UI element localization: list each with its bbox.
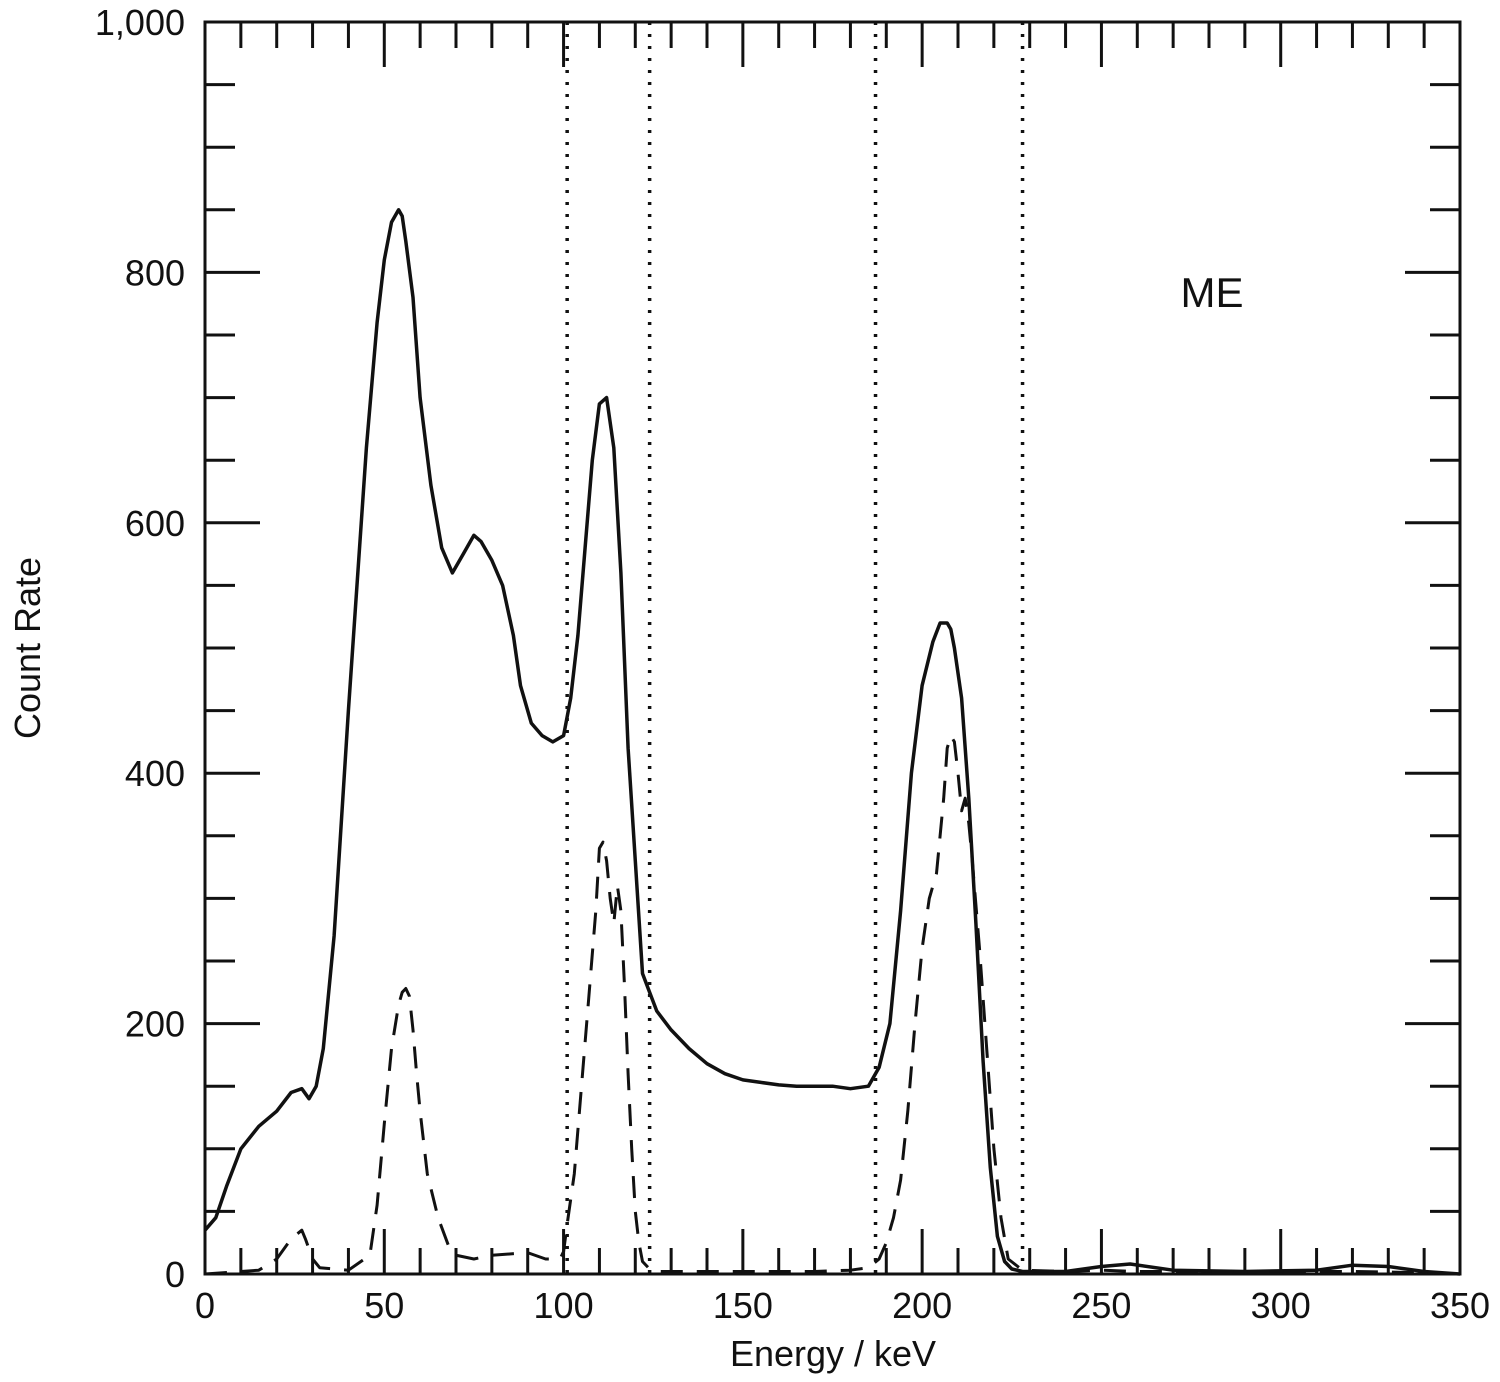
reference-lines: [565, 22, 1025, 1274]
chart-annotation: ME: [1181, 269, 1244, 316]
series-group: [203, 208, 1461, 1276]
y-tick-label: 1,000: [95, 2, 185, 43]
y-tick-labels: 0 200 400 600 800 1,000: [95, 2, 185, 1295]
y-tick-label: 400: [125, 753, 185, 794]
x-axis-title: Energy / keV: [730, 1333, 936, 1374]
x-tick-label: 100: [534, 1285, 594, 1326]
x-tick-label: 300: [1251, 1285, 1311, 1326]
minor-ticks: [205, 22, 1460, 1274]
x-tick-label: 250: [1071, 1285, 1131, 1326]
y-tick-label: 600: [125, 503, 185, 544]
x-tick-label: 0: [195, 1285, 215, 1326]
series-line-solid: [203, 208, 1461, 1276]
series-line-dashed: [204, 734, 1461, 1276]
x-tick-label: 50: [364, 1285, 404, 1326]
y-tick-label: 0: [165, 1254, 185, 1295]
x-tick-label: 200: [892, 1285, 952, 1326]
x-tick-label: 150: [713, 1285, 773, 1326]
y-tick-label: 800: [125, 252, 185, 293]
x-tick-label: 350: [1430, 1285, 1490, 1326]
y-axis-title: Count Rate: [7, 557, 48, 739]
y-tick-label: 200: [125, 1004, 185, 1045]
x-tick-labels: 0 50 100 150 200 250 300 350: [195, 1285, 1490, 1326]
